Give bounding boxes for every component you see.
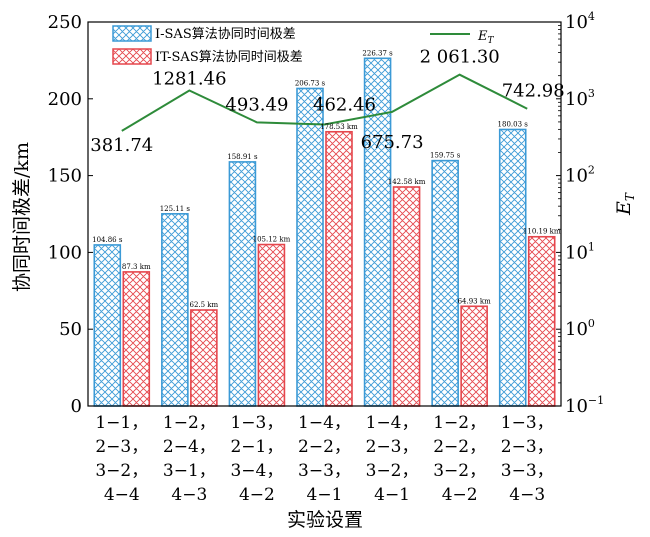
- bar-series1-4: [296, 87, 324, 407]
- x-category-label: 2−4，: [163, 437, 216, 457]
- y-axis-left: 0 50 100 150 200 250: [48, 12, 93, 417]
- x-category-label: 3−2，: [366, 461, 419, 481]
- bar-value-label: 226.37 s: [362, 49, 393, 57]
- x-category-label: 3−2，: [433, 461, 486, 481]
- bar-series1-1: [93, 244, 122, 407]
- x-axis: 1−1， 2−3， 3−2， 4−4 1−2， 2−4， 3−1， 4−3 1−3， 2−1， 3−…: [95, 413, 553, 505]
- y-tick-label: 150: [48, 166, 82, 187]
- bar-value-label: 125.11 s: [160, 205, 191, 213]
- x-category-label: 4−3: [509, 485, 545, 505]
- y-tick-label: 100: [48, 242, 82, 263]
- x-category-label: 4−2: [442, 485, 478, 505]
- et-value-label: 1281.46: [152, 69, 226, 90]
- y-axis-title: 协同时间极差/km: [11, 142, 33, 292]
- y2-axis-title: ET: [613, 192, 637, 216]
- bar-series2-5: [392, 186, 421, 407]
- et-line-layer: [121, 73, 528, 132]
- x-category-label: 1−3，: [230, 413, 283, 433]
- x-category-label: 1−2，: [433, 413, 486, 433]
- x-category-label: 1−2，: [163, 413, 216, 433]
- legend-label-i-sas: I-SAS算法协同时间极差: [155, 27, 296, 42]
- x-category-label: 1−4，: [298, 413, 351, 433]
- x-category-label: 3−4，: [230, 461, 283, 481]
- legend-label-it-sas: IT-SAS算法协同时间极差: [155, 50, 303, 65]
- x-category-label: 2−1，: [230, 437, 283, 457]
- bar-value-label: 142.58 km: [388, 178, 426, 186]
- et-line: [121, 73, 528, 132]
- et-value-label: 381.74: [90, 135, 153, 156]
- y2-tick-label: 10−1: [565, 394, 604, 417]
- legend-swatch-i-sas: [112, 25, 152, 42]
- bar-series2-4: [325, 130, 353, 407]
- plot-frame: [87, 21, 562, 407]
- x-category-label: 2−3，: [366, 437, 419, 457]
- bar-series2-2: [190, 309, 218, 407]
- bar-value-label: 178.53 km: [320, 123, 358, 131]
- et-value-label: 2 061.30: [420, 47, 500, 68]
- legend-swatch-it-sas: [112, 48, 152, 65]
- bar-series2-1: [122, 271, 151, 407]
- bar-series2-6: [460, 305, 488, 407]
- y-tick-label: 200: [48, 89, 82, 110]
- labels-layer: 104.86 s 125.11 s 158.91 s 206.73 s 226.37 s…: [90, 47, 564, 309]
- x-category-label: 3−3，: [501, 461, 554, 481]
- bar-series1-3: [228, 161, 257, 407]
- x-category-label: 1−4，: [366, 413, 419, 433]
- x-category-label: 4−1: [374, 485, 410, 505]
- bar-series1-2: [161, 213, 189, 407]
- y2-tick-label: 102: [565, 164, 595, 187]
- bar-value-label: 180.03 s: [498, 120, 529, 128]
- y2-tick-label: 101: [565, 240, 595, 263]
- y2-tick-label: 104: [565, 10, 595, 33]
- x-category-label: 2−2，: [433, 437, 486, 457]
- x-axis-title: 实验设置: [287, 509, 363, 531]
- et-value-label: 742.98: [502, 81, 565, 102]
- x-category-label: 4−2: [239, 485, 275, 505]
- y-axis-right: 10−1 100 101 102 103 104: [556, 10, 604, 417]
- bar-series1-6: [431, 159, 459, 407]
- y-tick-label: 250: [48, 12, 82, 33]
- y-tick-label: 50: [59, 319, 82, 340]
- x-category-label: 4−1: [307, 485, 343, 505]
- bar-value-label: 105.12 km: [253, 236, 291, 244]
- y-tick-label: 0: [71, 396, 82, 417]
- x-category-label: 4−3: [171, 485, 207, 505]
- x-category-label: 2−3，: [95, 437, 148, 457]
- bar-value-label: 87.3 km: [122, 263, 151, 271]
- bar-value-label: 110.19 km: [523, 228, 561, 236]
- bar-value-label: 159.75 s: [430, 152, 461, 160]
- et-value-label: 462.46: [313, 95, 376, 116]
- bar-series1-7: [498, 128, 527, 407]
- bar-value-label: 158.91 s: [227, 153, 258, 161]
- legend: I-SAS算法协同时间极差 IT-SAS算法协同时间极差 ET: [112, 25, 495, 65]
- x-category-label: 3−3，: [298, 461, 351, 481]
- et-value-label: 493.49: [225, 94, 288, 115]
- x-category-label: 3−2，: [95, 461, 148, 481]
- x-category-label: 2−3，: [501, 437, 554, 457]
- bar-value-label: 104.86 s: [92, 236, 123, 244]
- legend-label-et: ET: [477, 29, 495, 46]
- bar-series2-7: [527, 235, 556, 407]
- x-category-label: 1−3，: [501, 413, 554, 433]
- x-category-label: 4−4: [104, 485, 140, 505]
- x-category-label: 1−1，: [95, 413, 148, 433]
- x-category-label: 2−2，: [298, 437, 351, 457]
- bar-series2-3: [257, 243, 286, 407]
- et-value-label: 675.73: [361, 132, 424, 153]
- x-category-label: 3−1，: [163, 461, 216, 481]
- y2-tick-label: 103: [565, 87, 595, 110]
- y2-tick-label: 100: [565, 317, 595, 340]
- bar-value-label: 64.93 km: [458, 297, 492, 305]
- bar-value-label: 62.5 km: [190, 301, 219, 309]
- bar-value-label: 206.73 s: [295, 79, 326, 87]
